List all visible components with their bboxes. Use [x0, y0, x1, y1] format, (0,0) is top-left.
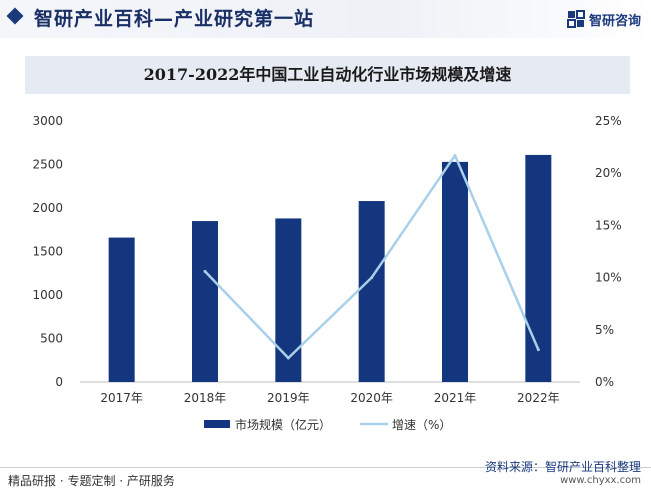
bar	[442, 161, 468, 382]
x-tick-label: 2022年	[517, 391, 560, 405]
chart: 0 500 1000 1500 2000 2500 3000 0% 5% 10% 15% 20% 25%…	[32, 114, 622, 432]
y-left-tick-label: 2500	[32, 158, 63, 172]
brand-logo-icon	[566, 10, 585, 28]
chart-title: 2017-2022年中国工业自动化行业市场规模及增速	[143, 65, 512, 84]
x-tick-label: 2020年	[350, 391, 393, 405]
x-tick-label: 2019年	[267, 391, 310, 405]
bar	[108, 237, 135, 382]
bar	[275, 218, 302, 382]
y-right-tick-label: 0%	[595, 375, 614, 389]
x-tick-label: 2017年	[100, 391, 143, 405]
growth-point	[203, 269, 207, 273]
y-right-tick-label: 25%	[595, 114, 622, 128]
y-left-tick-label: 3000	[32, 114, 63, 128]
y-right-tick-label: 10%	[595, 271, 622, 285]
x-tick-label: 2021年	[434, 391, 477, 405]
y-right-tick-label: 15%	[595, 218, 622, 232]
y-right-tick-label: 5%	[595, 323, 614, 337]
footer-divider	[0, 467, 651, 468]
legend-bar-label: 市场规模（亿元）	[235, 417, 331, 432]
growth-point	[370, 276, 374, 280]
growth-point	[286, 356, 290, 360]
brand-label: 智研咨询	[588, 13, 641, 29]
y-left-tick-label: 0	[55, 375, 63, 389]
growth-point	[536, 348, 540, 352]
y-left-tick-label: 500	[40, 332, 63, 346]
y-left-tick-label: 1000	[32, 288, 63, 302]
bar	[358, 201, 385, 382]
chart-title-box: 2017-2022年中国工业自动化行业市场规模及增速	[25, 56, 630, 94]
y-left-tick-label: 1500	[32, 245, 63, 259]
header-banner: 智研产业百科—产业研究第一站 智研咨询	[0, 0, 651, 38]
bar	[525, 154, 552, 382]
brand: 智研咨询	[566, 9, 641, 29]
footer-services: 精品研报 · 专题定制 · 产研服务	[8, 474, 175, 488]
y-right-tick-label: 20%	[595, 166, 622, 180]
bar	[192, 221, 218, 382]
growth-point	[453, 153, 457, 157]
legend-line-label: 增速（%）	[392, 418, 451, 432]
x-tick-label: 2018年	[184, 391, 227, 405]
diamond-icon	[6, 7, 24, 25]
legend-bar-swatch	[204, 420, 230, 428]
site-url: www.chyxx.com	[560, 475, 641, 486]
header-title: 智研产业百科—产业研究第一站	[34, 8, 315, 30]
source-note: 资料来源：智研产业百科整理	[484, 460, 641, 474]
y-left-tick-label: 2000	[32, 201, 63, 215]
